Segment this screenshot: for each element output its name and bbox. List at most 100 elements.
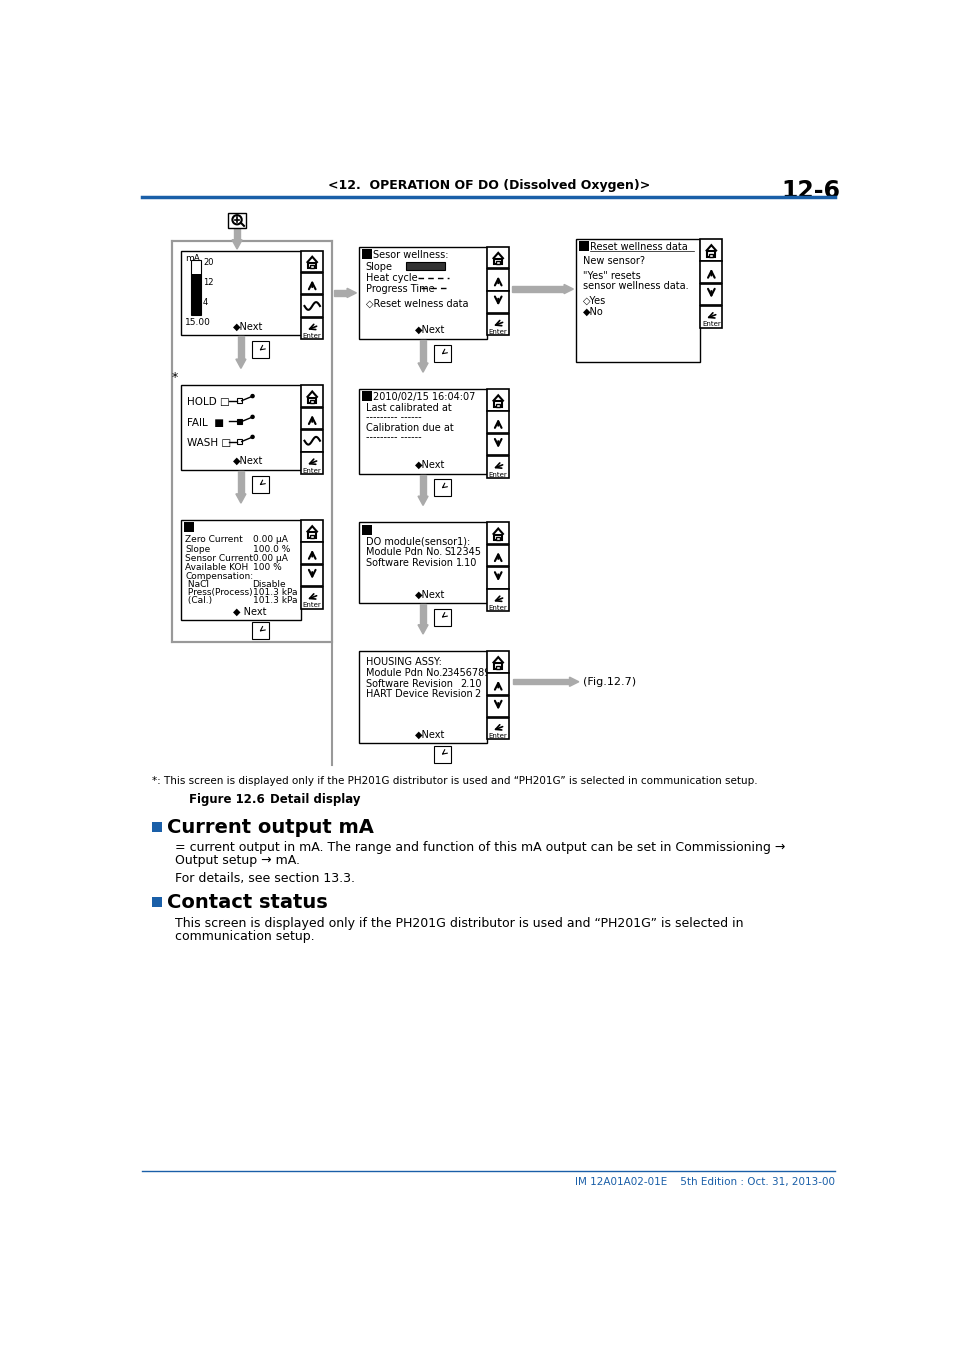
Bar [494,401,501,406]
Bar [301,251,323,273]
Text: NaCl: NaCl [185,580,209,589]
Bar [228,213,246,228]
Text: New sensor?: New sensor? [582,256,644,266]
Bar [496,666,499,668]
Polygon shape [569,678,578,686]
Bar [487,313,509,335]
Text: Progress Time: Progress Time [365,284,434,294]
Text: Enter: Enter [302,467,321,474]
Text: For details, see section 13.3.: For details, see section 13.3. [174,872,355,886]
Bar [181,251,301,335]
Bar [361,525,372,535]
Text: 1.10: 1.10 [456,558,477,568]
Text: ◆ Next: ◆ Next [233,606,267,617]
Bar [181,385,301,470]
Bar [700,306,721,328]
Bar [301,452,323,474]
Text: 100 %: 100 % [253,563,281,572]
Bar [252,342,269,358]
Bar [487,651,509,672]
Polygon shape [347,289,356,297]
Bar [434,346,451,362]
Text: 1: 1 [362,393,370,402]
Bar [709,254,713,256]
Bar [152,898,162,907]
Text: (Fig.12.7): (Fig.12.7) [582,676,635,687]
Text: Slope: Slope [365,262,393,273]
Text: ◆Next: ◆Next [233,456,263,466]
Text: Enter: Enter [302,602,321,609]
Bar [494,259,501,265]
Bar [301,317,323,339]
Text: ◆No: ◆No [582,306,603,317]
Bar [700,239,721,261]
Polygon shape [417,363,428,373]
Text: Detail display: Detail display [270,792,360,806]
Text: IM 12A01A02-01E    5th Edition : Oct. 31, 2013-00: IM 12A01A02-01E 5th Edition : Oct. 31, 2… [575,1177,835,1187]
Bar [310,400,314,404]
Bar [308,263,315,269]
Bar [578,242,588,251]
Text: ◇Reset welness data: ◇Reset welness data [365,300,468,309]
Polygon shape [235,494,246,504]
Bar [487,718,509,740]
Bar [487,433,509,455]
Bar [487,389,509,410]
Text: <12.  OPERATION OF DO (Dissolved Oxygen)>: <12. OPERATION OF DO (Dissolved Oxygen)> [328,180,649,192]
Text: Module Pdn No.: Module Pdn No. [365,547,441,558]
Text: Enter: Enter [488,329,507,335]
Bar [301,543,323,564]
Bar [301,429,323,451]
Bar [301,587,323,609]
Text: 12-6: 12-6 [781,180,840,202]
Bar [252,477,269,493]
Text: Slope: Slope [185,544,211,554]
Bar [494,535,501,540]
Text: Module Pdn No.: Module Pdn No. [365,668,441,678]
Bar [496,404,499,406]
Bar [512,286,563,292]
Text: Last calibrated at: Last calibrated at [365,404,451,413]
Bar [236,420,241,424]
Text: communication setup.: communication setup. [174,930,314,942]
Bar [361,248,372,259]
Text: HOUSING ASSY:: HOUSING ASSY: [365,657,441,667]
Text: ◇Yes: ◇Yes [582,296,605,306]
Bar [420,603,425,625]
Text: = current output in mA. The range and function of this mA output can be set in C: = current output in mA. The range and fu… [174,841,784,855]
Text: Heat cycle: Heat cycle [365,273,416,284]
Text: Software Revision: Software Revision [365,679,453,688]
Text: 100.0 %: 100.0 % [253,544,290,554]
Bar [172,242,332,641]
Bar [334,290,347,296]
Bar [487,456,509,478]
Text: Sesor wellness:: Sesor wellness: [373,250,449,259]
Text: This screen is displayed only if the PH201G distributor is used and “PH201G” is : This screen is displayed only if the PH2… [174,917,742,930]
Bar [707,251,715,256]
Bar [487,674,509,695]
Bar [434,609,451,625]
Text: 2010/02/15 16:04:07: 2010/02/15 16:04:07 [373,393,476,402]
Polygon shape [235,359,246,369]
Bar [310,535,314,537]
Text: Enter: Enter [488,605,507,610]
Text: S12345: S12345 [444,547,481,558]
Text: 0.00 μA: 0.00 μA [253,536,287,544]
Bar [191,274,201,316]
Text: Sensor Current: Sensor Current [185,554,253,563]
Text: --------- ------: --------- ------ [365,432,421,443]
Bar [310,265,314,269]
Text: Zero Current: Zero Current [185,536,243,544]
Bar [434,479,451,497]
Text: Calibration due at: Calibration due at [365,423,453,433]
Text: Current output mA: Current output mA [167,818,374,837]
Polygon shape [417,625,428,634]
Bar [152,822,162,832]
Text: mA: mA [185,254,200,263]
Text: FAIL  ■: FAIL ■ [187,417,224,428]
Text: WASH □: WASH □ [187,437,232,448]
Bar [308,532,315,537]
Circle shape [251,416,253,418]
Text: --------- ------: --------- ------ [365,412,421,423]
Text: 1: 1 [185,524,192,533]
